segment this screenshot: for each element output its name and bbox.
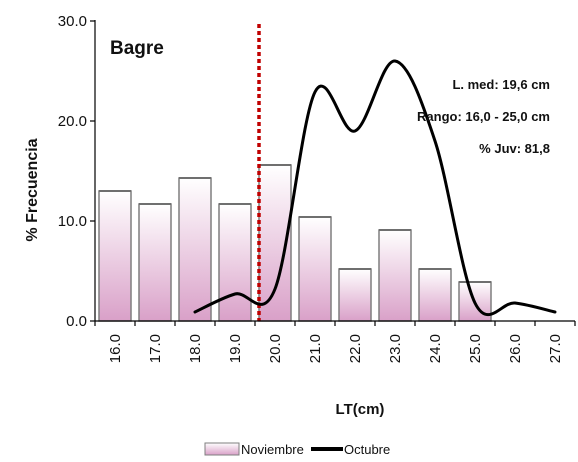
legend: Noviembre Octubre bbox=[204, 442, 390, 457]
x-tick-label-17.0: 17.0 bbox=[147, 334, 164, 363]
stat-rango: Rango: 16,0 - 25,0 cm bbox=[417, 109, 550, 124]
x-tick-label-18.0: 18.0 bbox=[187, 334, 204, 363]
x-tick-label-22.0: 22.0 bbox=[347, 334, 364, 363]
bars-layer bbox=[98, 164, 492, 322]
x-tick-label-27.0: 27.0 bbox=[547, 334, 564, 363]
bar-16.0 bbox=[98, 190, 132, 322]
bar-22.0 bbox=[338, 268, 372, 322]
x-tick-label-16.0: 16.0 bbox=[107, 334, 124, 363]
stat-l-med: L. med: 19,6 cm bbox=[452, 77, 550, 92]
line-layer bbox=[193, 59, 557, 317]
axes-layer: 0.0 10.0 20.0 30.0 16.0 17.0 18.0 19.0 20.0 21.0 2… bbox=[58, 13, 576, 363]
x-tick-label-26.0: 26.0 bbox=[507, 334, 524, 363]
y-tick-label-30.0: 30.0 bbox=[58, 13, 87, 30]
x-tick-label-23.0: 23.0 bbox=[387, 334, 404, 363]
bar-21.0 bbox=[298, 216, 332, 322]
x-tick-label-20.0: 20.0 bbox=[267, 334, 284, 363]
bar-19.0 bbox=[218, 203, 252, 322]
x-axis-title: LT(cm) bbox=[336, 401, 385, 418]
bar-23.0 bbox=[378, 229, 412, 322]
legend-swatch-noviembre bbox=[204, 442, 240, 456]
chart-title: Bagre bbox=[110, 38, 164, 59]
bar-18.0 bbox=[178, 177, 212, 322]
x-tick-label-24.0: 24.0 bbox=[427, 334, 444, 363]
y-axis-title: % Frecuencia bbox=[24, 138, 41, 241]
x-tick-label-25.0: 25.0 bbox=[467, 334, 484, 363]
legend-label-octubre: Octubre bbox=[344, 442, 390, 457]
y-tick-label-20.0: 20.0 bbox=[58, 113, 87, 130]
text-layer: Bagre L. med: 19,6 cm Rango: 16,0 - 25,0… bbox=[24, 38, 550, 418]
bar-24.0 bbox=[418, 268, 452, 322]
series-line-octubre bbox=[193, 59, 557, 317]
bar-17.0 bbox=[138, 203, 172, 322]
stat-juv: % Juv: 81,8 bbox=[479, 141, 550, 156]
y-tick-label-0.0: 0.0 bbox=[66, 313, 87, 330]
x-tick-label-21.0: 21.0 bbox=[307, 334, 324, 363]
y-tick-label-10.0: 10.0 bbox=[58, 213, 87, 230]
x-tick-label-19.0: 19.0 bbox=[227, 334, 244, 363]
legend-label-noviembre: Noviembre bbox=[241, 442, 304, 457]
